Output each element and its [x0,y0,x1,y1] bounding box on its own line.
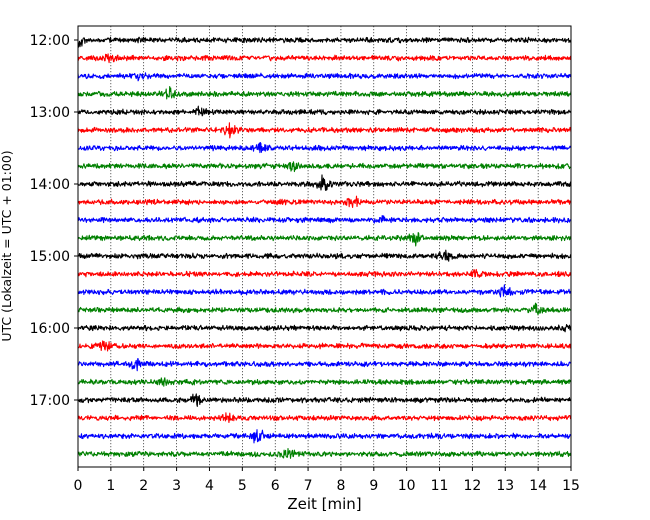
x-axis-label: Zeit [min] [287,495,361,513]
x-tick-label: 3 [172,478,181,494]
trace-1330 [77,142,572,154]
x-tick-label: 12 [463,478,481,494]
y-axis: 12:00 13:00 14:00 15:00 16:00 17:00 [30,33,78,409]
y-tick-label: 15:00 [30,249,70,265]
trace-1245 [77,86,572,100]
trace-1715 [77,412,572,424]
trace-1500 [77,249,572,262]
x-tick-label: 1 [106,478,115,494]
trace-1230 [77,72,572,82]
trace-1445 [77,232,572,247]
trace-1215 [77,53,572,64]
y-tick-label: 16:00 [30,321,70,337]
x-tick-label: 8 [336,478,345,494]
x-axis: 0 1 2 3 4 5 6 7 8 9 10 11 12 13 14 15 [74,467,580,494]
trace-1745 [77,447,572,459]
plot-frame [77,25,572,468]
trace-1545 [77,302,572,316]
y-axis-label: UTC (Lokalzeit = UTC + 01:00) [0,150,14,341]
x-tick-label: 14 [529,478,547,494]
y-tick-label: 17:00 [30,393,70,409]
x-tick-label: 5 [238,478,247,494]
y-tick-label: 14:00 [30,177,70,193]
x-tick-label: 11 [431,478,449,494]
trace-1400 [77,174,572,191]
x-tick-label: 13 [496,478,514,494]
trace-1315 [77,122,572,139]
x-tick-label: 9 [369,478,378,494]
trace-1615 [77,340,572,352]
trace-1430 [77,214,572,224]
trace-1530 [77,284,572,298]
trace-1600 [77,323,572,333]
x-tick-label: 15 [562,478,580,494]
trace-1700 [77,393,572,407]
y-tick-label: 13:00 [30,105,70,121]
trace-1345 [77,161,572,173]
trace-1300 [77,105,572,117]
trace-group [77,36,572,459]
trace-1630 [77,358,572,372]
trace-1730 [77,429,572,444]
trace-1200 [77,36,572,48]
trace-1415 [77,195,572,208]
x-tick-label: 7 [304,478,313,494]
trace-1515 [77,268,572,278]
x-tick-label: 2 [139,478,148,494]
trace-1645 [77,377,572,387]
x-tick-label: 6 [271,478,280,494]
x-tick-label: 10 [398,478,416,494]
x-tick-label: 4 [205,478,214,494]
x-tick-label: 0 [74,478,83,494]
y-tick-label: 12:00 [30,33,70,49]
